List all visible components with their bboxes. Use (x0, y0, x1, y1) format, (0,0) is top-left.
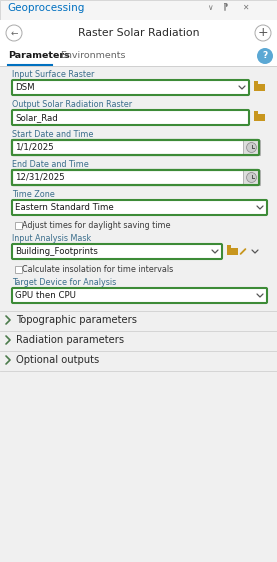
Text: GPU then CPU: GPU then CPU (15, 291, 76, 300)
Text: Geoprocessing: Geoprocessing (7, 3, 84, 13)
Text: Eastern Standard Time: Eastern Standard Time (15, 203, 114, 212)
Bar (243, 140, 260, 155)
Polygon shape (227, 246, 231, 248)
FancyBboxPatch shape (12, 170, 259, 185)
FancyBboxPatch shape (12, 110, 249, 125)
Text: ∨: ∨ (207, 3, 213, 12)
Text: Solar_Rad: Solar_Rad (15, 113, 58, 122)
FancyBboxPatch shape (12, 170, 259, 185)
Text: DSM: DSM (15, 83, 35, 92)
Text: Input Analysis Mask: Input Analysis Mask (12, 234, 91, 243)
Bar (0, 46, 277, 66)
Circle shape (247, 173, 257, 183)
Bar (254, 114, 265, 121)
Text: Optional outputs: Optional outputs (16, 355, 99, 365)
Bar (227, 248, 238, 255)
Text: Calculate insolation for time intervals: Calculate insolation for time intervals (22, 265, 173, 274)
Text: 12/31/2025: 12/31/2025 (15, 173, 65, 182)
Text: Adjust times for daylight saving time: Adjust times for daylight saving time (22, 221, 171, 230)
Circle shape (6, 25, 22, 41)
Text: Start Date and Time: Start Date and Time (12, 130, 93, 139)
Text: Target Device for Analysis: Target Device for Analysis (12, 278, 116, 287)
FancyBboxPatch shape (12, 140, 259, 155)
Text: +: + (258, 26, 268, 39)
Bar (254, 84, 265, 92)
FancyBboxPatch shape (12, 80, 249, 95)
FancyBboxPatch shape (12, 140, 259, 155)
Circle shape (255, 25, 271, 41)
Circle shape (257, 48, 273, 64)
Bar (243, 170, 260, 185)
Text: ?: ? (262, 52, 268, 61)
Text: Topographic parameters: Topographic parameters (16, 315, 137, 325)
Text: Input Surface Raster: Input Surface Raster (12, 70, 94, 79)
FancyBboxPatch shape (12, 288, 267, 303)
Polygon shape (254, 81, 258, 84)
FancyBboxPatch shape (12, 200, 267, 215)
Text: ✕: ✕ (242, 3, 248, 12)
FancyBboxPatch shape (12, 244, 222, 259)
Bar (15, 221, 22, 229)
Text: Building_Footprints: Building_Footprints (15, 247, 98, 256)
Text: Radiation parameters: Radiation parameters (16, 335, 124, 345)
Circle shape (247, 143, 257, 152)
Polygon shape (254, 111, 258, 114)
Text: Output Solar Radiation Raster: Output Solar Radiation Raster (12, 100, 132, 109)
Text: ⁋: ⁋ (223, 2, 228, 11)
Bar (0, 0, 277, 20)
Text: ←: ← (10, 29, 18, 38)
Text: 1/1/2025: 1/1/2025 (15, 143, 54, 152)
Text: Time Zone: Time Zone (12, 190, 55, 199)
Text: Environments: Environments (60, 52, 125, 61)
Text: Raster Solar Radiation: Raster Solar Radiation (78, 28, 199, 38)
Bar (15, 265, 22, 273)
Bar (0, 20, 277, 46)
Text: End Date and Time: End Date and Time (12, 160, 89, 169)
Text: Parameters: Parameters (8, 52, 70, 61)
